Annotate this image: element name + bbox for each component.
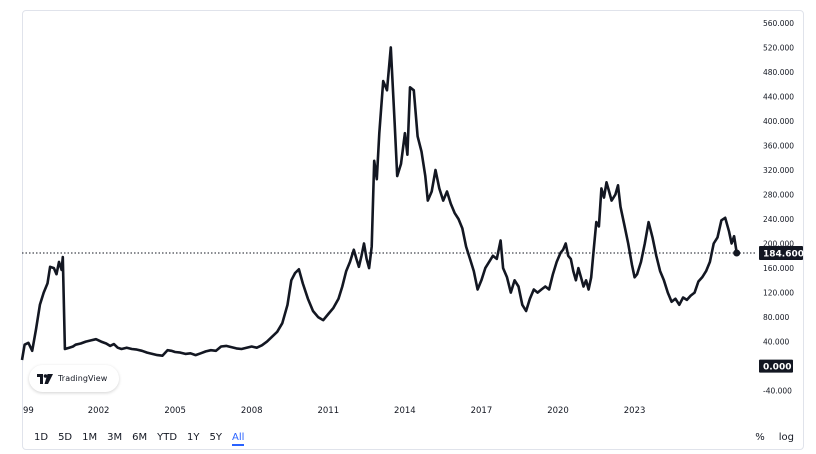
range-1m-button[interactable]: 1M xyxy=(82,431,98,443)
y-tick-label: 360.000 xyxy=(763,141,794,150)
x-tick-label: 99 xyxy=(23,406,34,416)
y-tick-label: 320.000 xyxy=(763,166,794,175)
x-tick-label: 2020 xyxy=(547,406,569,416)
y-tick-label: 240.000 xyxy=(763,215,794,224)
range-all-button[interactable]: All xyxy=(232,431,245,446)
x-tick-label: 2008 xyxy=(241,406,263,416)
last-price-dot xyxy=(733,249,741,257)
tradingview-logo-icon xyxy=(37,373,53,384)
chart-frame xyxy=(22,10,804,450)
y-tick-label: 120.000 xyxy=(763,289,794,298)
zero-price-label: 0.000 xyxy=(759,359,793,373)
x-tick-label: 2011 xyxy=(317,406,339,416)
svg-text:0.000: 0.000 xyxy=(763,363,791,373)
last-price-label: 184.600 xyxy=(759,245,804,260)
y-tick-label: 40.000 xyxy=(763,338,789,347)
y-tick-label: 440.000 xyxy=(763,92,794,101)
x-tick-label: 2014 xyxy=(394,406,416,416)
range-5d-button[interactable]: 5D xyxy=(58,431,73,443)
y-tick-label: -40.000 xyxy=(763,387,792,396)
range-3m-button[interactable]: 3M xyxy=(107,431,123,443)
y-tick-label: 560.000 xyxy=(763,19,794,28)
x-tick-label: 2023 xyxy=(624,406,646,416)
range-toolbar: 1D 5D 1M 3M 6M YTD 1Y 5Y All % log xyxy=(22,424,804,450)
x-tick-label: 2005 xyxy=(164,406,186,416)
x-tick-label: 2002 xyxy=(88,406,110,416)
range-1y-button[interactable]: 1Y xyxy=(187,431,200,443)
y-tick-label: 520.000 xyxy=(763,43,794,52)
range-5y-button[interactable]: 5Y xyxy=(209,431,223,443)
range-ytd-button[interactable]: YTD xyxy=(157,431,178,443)
svg-text:184.600: 184.600 xyxy=(763,249,804,259)
percent-scale-button[interactable]: % xyxy=(755,431,765,443)
x-axis: 99 2002 2005 2008 2011 2014 2017 2020 2023 xyxy=(23,406,645,416)
y-axis: 560.000 520.000 480.000 440.000 400.000 360.0… xyxy=(763,19,794,396)
y-tick-label: 80.000 xyxy=(763,313,789,322)
scale-tools: % log xyxy=(755,424,794,450)
y-tick-label: 160.000 xyxy=(763,264,794,273)
range-6m-button[interactable]: 6M xyxy=(132,431,148,443)
tradingview-watermark[interactable]: TradingView xyxy=(29,365,119,392)
watermark-text: TradingView xyxy=(58,374,108,383)
x-tick-label: 2017 xyxy=(471,406,493,416)
range-1d-button[interactable]: 1D xyxy=(34,431,49,443)
price-chart[interactable]: 560.000 520.000 480.000 440.000 400.000 360.0… xyxy=(0,0,816,424)
y-tick-label: 280.000 xyxy=(763,191,794,200)
y-tick-label: 400.000 xyxy=(763,117,794,126)
log-scale-button[interactable]: log xyxy=(778,431,794,443)
price-series-line xyxy=(20,46,738,361)
y-tick-label: 200.000 xyxy=(763,240,794,249)
y-tick-label: 480.000 xyxy=(763,68,794,77)
